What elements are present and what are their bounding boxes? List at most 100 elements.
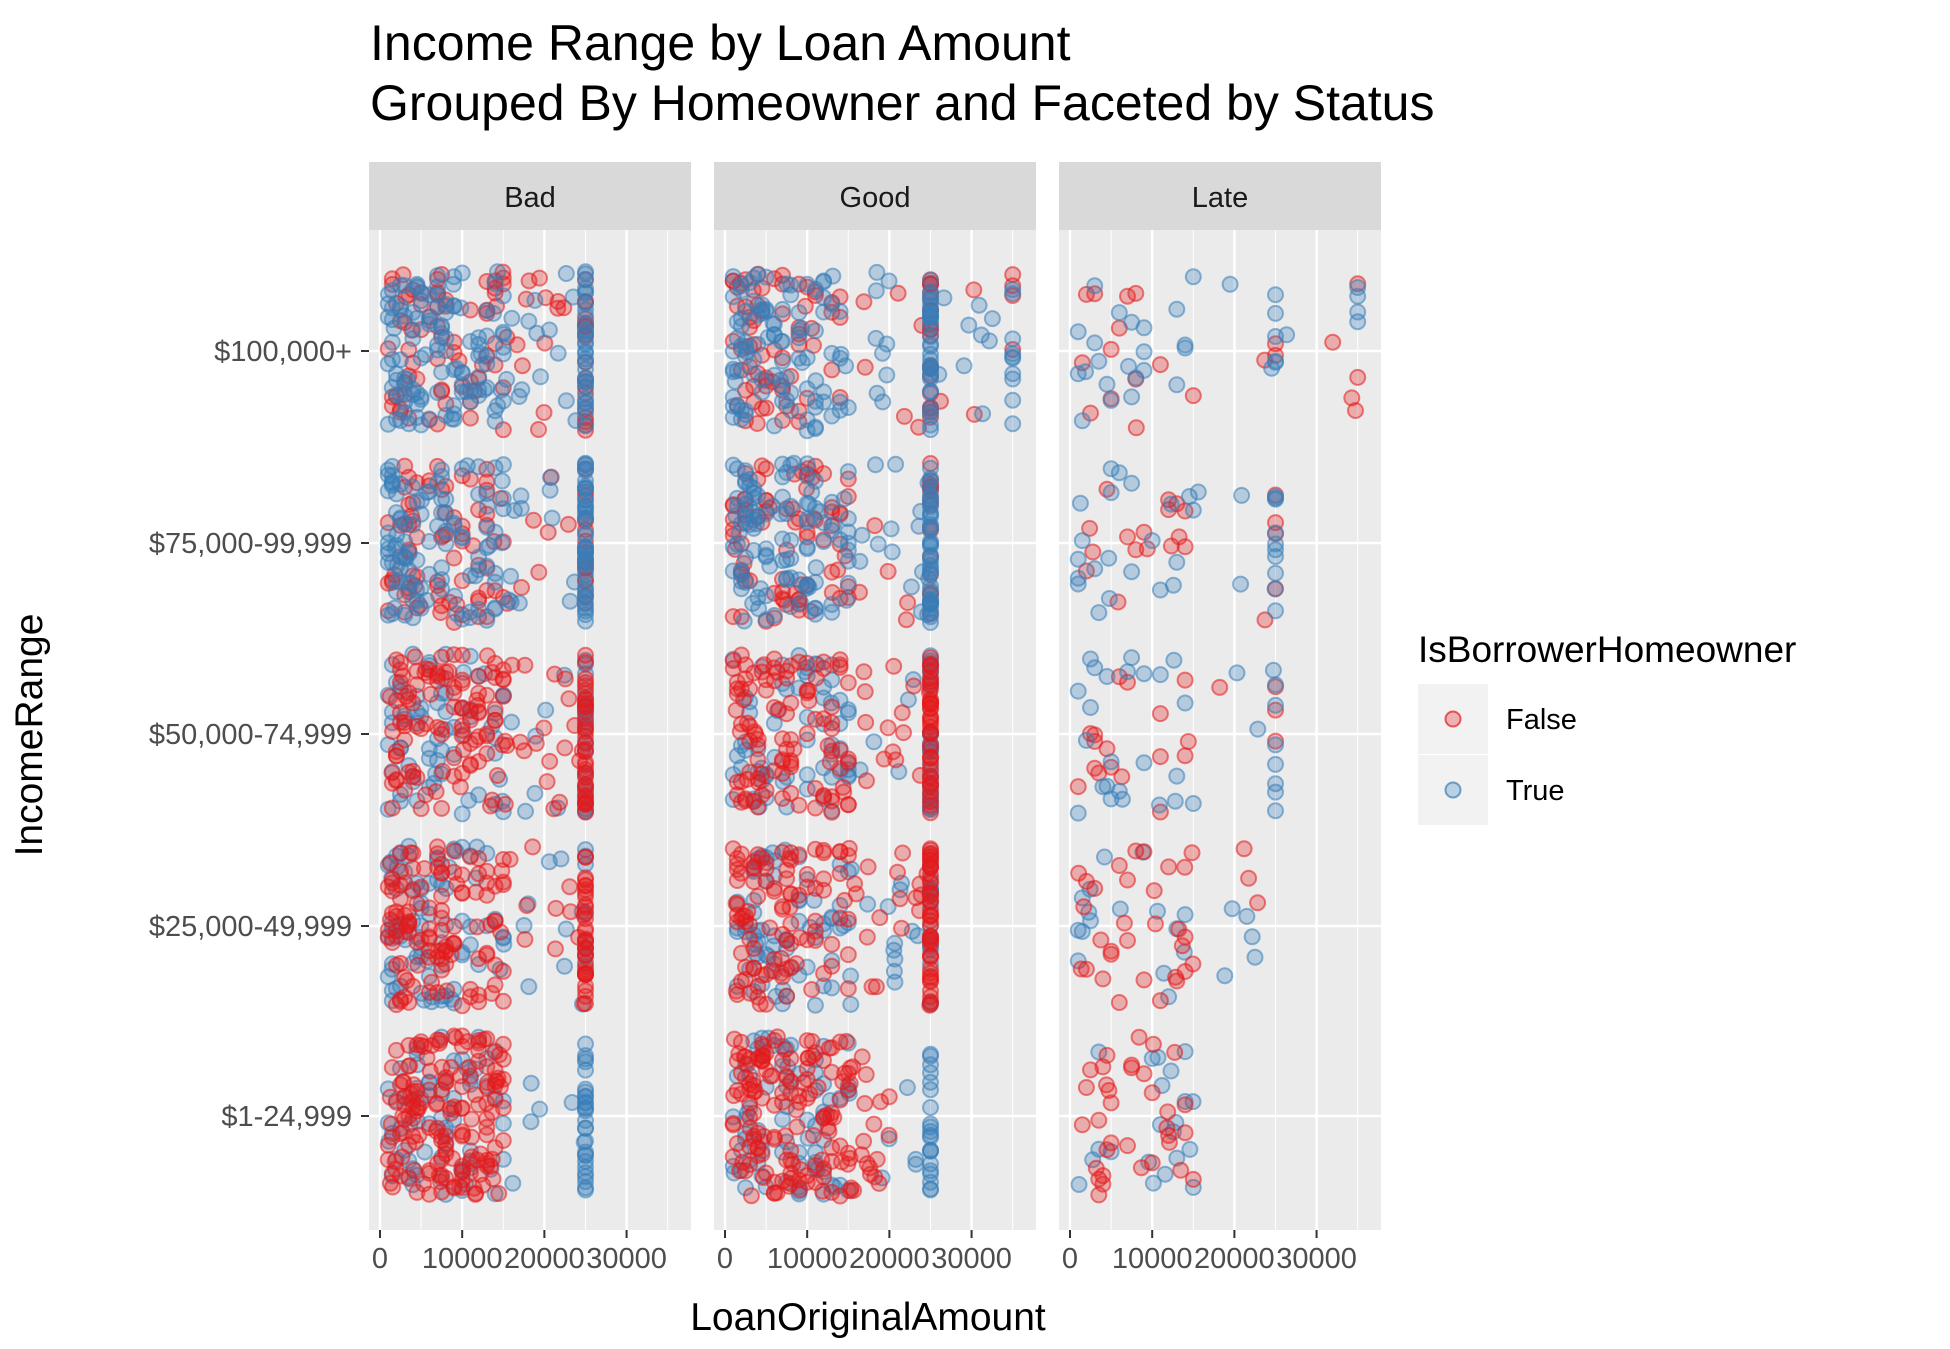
data-point-true bbox=[735, 612, 753, 630]
data-point-true bbox=[922, 406, 939, 424]
data-point-false bbox=[1004, 266, 1022, 284]
data-point-false bbox=[798, 725, 816, 743]
data-point-true bbox=[396, 549, 414, 566]
data-point-true bbox=[383, 350, 401, 368]
data-point-false bbox=[577, 888, 594, 906]
data-point-false bbox=[1132, 1159, 1150, 1177]
data-point-false bbox=[823, 957, 841, 975]
data-point-true bbox=[1102, 391, 1120, 409]
data-point-true bbox=[577, 1102, 594, 1120]
data-point-false bbox=[434, 762, 452, 780]
data-point-false bbox=[1077, 1079, 1095, 1096]
data-point-false bbox=[383, 764, 401, 782]
data-point-true bbox=[1098, 777, 1116, 795]
data-point-true bbox=[379, 524, 397, 542]
data-point-true bbox=[867, 282, 885, 300]
data-point-false bbox=[1090, 1186, 1108, 1204]
data-point-true bbox=[433, 571, 451, 589]
data-point-true bbox=[1267, 488, 1284, 506]
data-point-false bbox=[1176, 747, 1194, 765]
x-tick-label: 20000 bbox=[504, 1243, 585, 1275]
facet-bad: Bad 0 10000 20000 30000 bbox=[369, 162, 691, 1275]
data-point-false bbox=[516, 930, 534, 948]
data-point-false bbox=[737, 1048, 754, 1066]
data-point-true bbox=[512, 487, 530, 505]
data-point-true bbox=[577, 502, 594, 520]
data-point-true bbox=[577, 265, 594, 283]
data-point-true bbox=[1184, 268, 1202, 286]
data-point-false bbox=[831, 865, 849, 882]
data-point-false bbox=[486, 700, 504, 718]
data-point-false bbox=[842, 1182, 860, 1200]
data-point-false bbox=[433, 720, 451, 738]
data-point-true bbox=[774, 488, 791, 506]
data-point-false bbox=[856, 358, 874, 376]
data-point-false bbox=[490, 1185, 508, 1202]
data-point-true bbox=[445, 297, 463, 315]
data-point-false bbox=[538, 773, 556, 791]
data-point-false bbox=[922, 947, 939, 965]
data-point-true bbox=[878, 335, 896, 353]
data-point-false bbox=[724, 840, 742, 858]
data-point-false bbox=[1172, 1161, 1190, 1179]
data-point-false bbox=[895, 724, 912, 742]
data-point-true bbox=[732, 564, 750, 582]
data-point-true bbox=[1165, 651, 1183, 669]
data-point-true bbox=[453, 383, 471, 401]
data-point-true bbox=[557, 920, 575, 938]
data-point-true bbox=[839, 704, 857, 722]
data-point-false bbox=[1110, 857, 1128, 874]
data-point-false bbox=[1086, 879, 1104, 897]
data-point-false bbox=[478, 1110, 496, 1128]
data-point-true bbox=[922, 1165, 939, 1183]
data-point-true bbox=[577, 1061, 594, 1079]
data-point-false bbox=[753, 400, 771, 417]
data-point-false bbox=[445, 749, 463, 767]
data-point-true bbox=[806, 398, 824, 416]
data-point-false bbox=[823, 935, 841, 953]
data-point-false bbox=[388, 956, 405, 974]
data-point-false bbox=[445, 842, 463, 860]
data-point-false bbox=[404, 762, 422, 780]
data-point-true bbox=[1123, 649, 1141, 667]
data-point-false bbox=[404, 859, 422, 877]
data-point-false bbox=[1119, 528, 1136, 546]
data-point-true bbox=[1096, 848, 1113, 866]
data-point-false bbox=[803, 981, 821, 998]
data-point-false bbox=[778, 987, 796, 1005]
data-point-false bbox=[577, 694, 594, 712]
x-tick-label: 20000 bbox=[849, 1243, 930, 1275]
data-point-true bbox=[1111, 900, 1129, 918]
data-point-false bbox=[392, 890, 409, 908]
data-point-true bbox=[1156, 1165, 1174, 1183]
data-point-false bbox=[535, 719, 553, 737]
data-point-false bbox=[420, 928, 438, 946]
data-point-false bbox=[427, 1095, 445, 1113]
data-point-false bbox=[530, 421, 547, 438]
data-point-false bbox=[420, 948, 438, 966]
data-point-false bbox=[893, 919, 910, 937]
data-point-true bbox=[774, 300, 791, 318]
data-point-false bbox=[494, 687, 512, 705]
data-point-false bbox=[839, 750, 857, 768]
data-point-true bbox=[1162, 495, 1180, 513]
data-point-true bbox=[1004, 281, 1022, 299]
data-point-false bbox=[782, 784, 800, 802]
data-point-false bbox=[782, 1050, 800, 1067]
data-point-true bbox=[922, 488, 939, 506]
data-point-false bbox=[437, 1145, 455, 1163]
data-point-false bbox=[420, 899, 438, 917]
data-point-true bbox=[531, 1100, 549, 1118]
data-point-false bbox=[432, 604, 450, 621]
data-point-false bbox=[468, 918, 486, 936]
data-point-true bbox=[408, 493, 426, 511]
data-point-true bbox=[1166, 792, 1184, 810]
data-point-false bbox=[470, 986, 488, 1004]
data-point-true bbox=[429, 517, 446, 535]
data-point-false bbox=[1077, 960, 1095, 978]
data-point-true bbox=[790, 329, 808, 347]
data-point-false bbox=[433, 909, 451, 927]
data-point-true bbox=[868, 384, 886, 402]
data-point-false bbox=[1144, 1035, 1162, 1053]
